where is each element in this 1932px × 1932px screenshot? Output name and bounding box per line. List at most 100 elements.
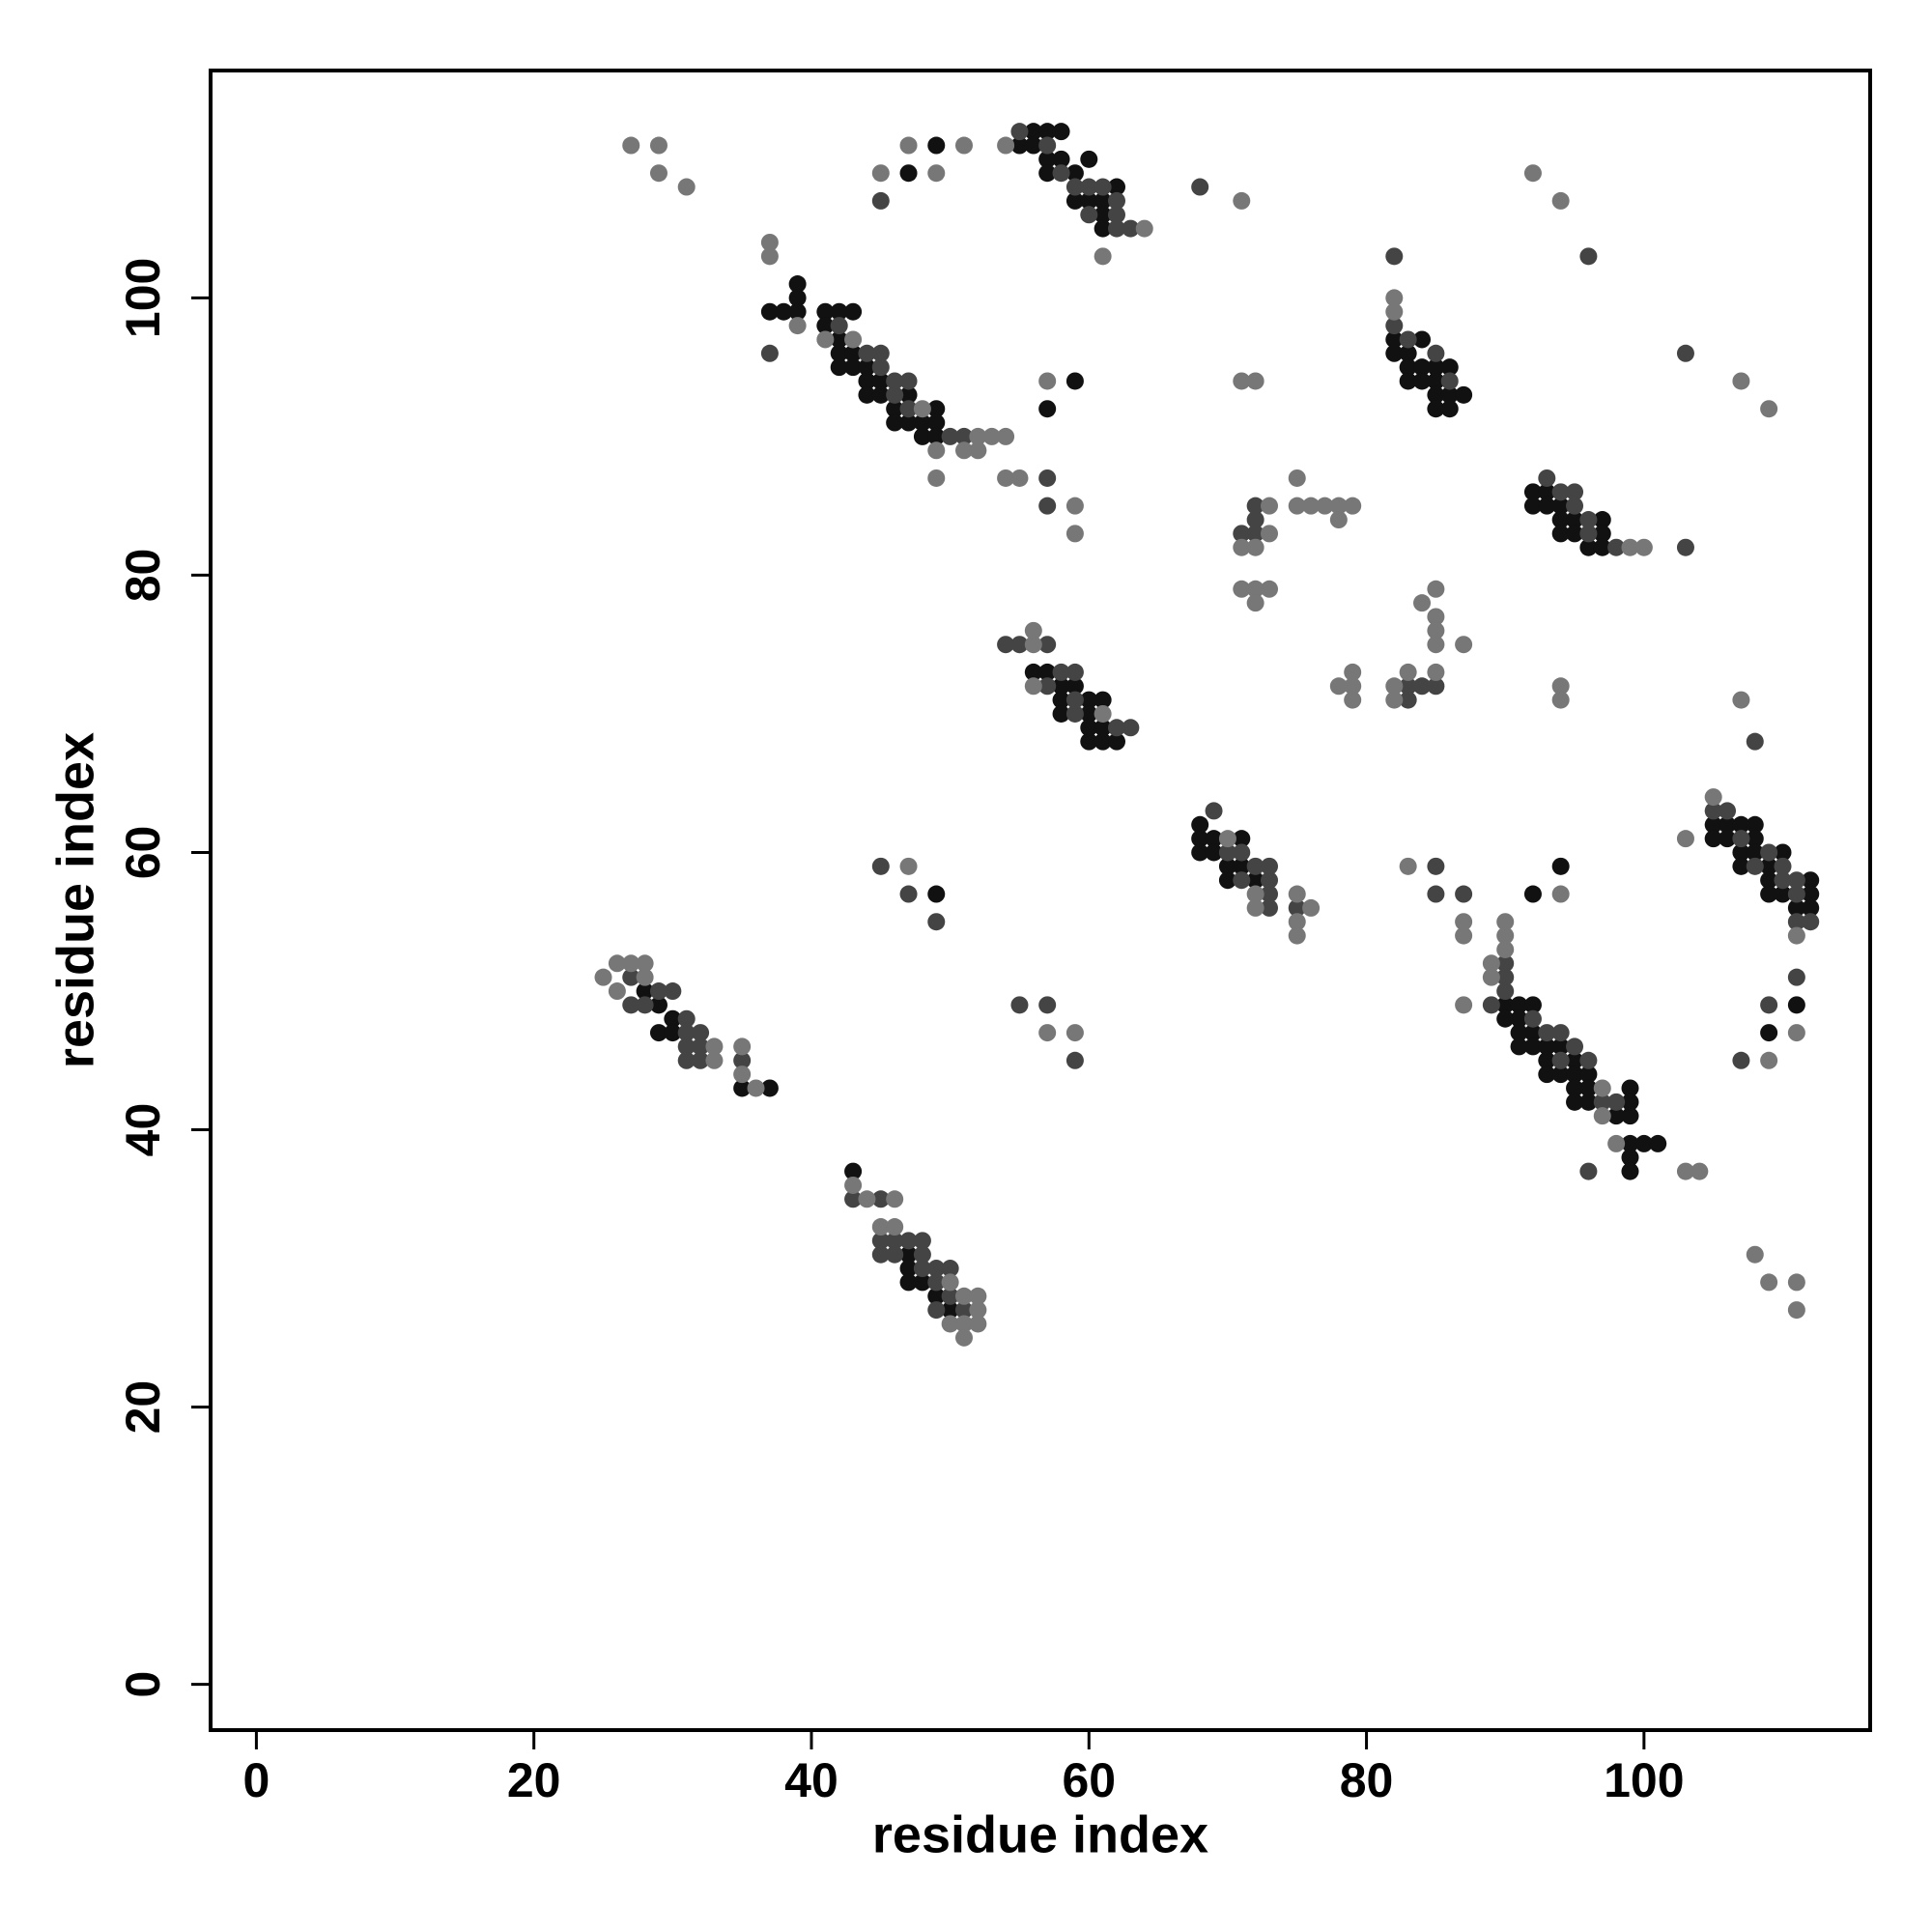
point (927, 400, 946, 418)
point (913, 413, 931, 432)
point (871, 857, 890, 875)
point (1413, 330, 1432, 349)
point (927, 1260, 946, 1278)
point (1344, 691, 1362, 709)
point (677, 1037, 696, 1056)
point (1094, 178, 1112, 196)
point (636, 982, 654, 1001)
point (1344, 677, 1362, 696)
point (913, 1232, 931, 1250)
point (1094, 191, 1112, 210)
point (608, 982, 626, 1001)
point (1080, 150, 1098, 168)
point (1010, 996, 1029, 1014)
point (1732, 372, 1750, 390)
point (1094, 691, 1112, 709)
point (1427, 400, 1445, 418)
point (1038, 123, 1057, 141)
point (844, 344, 863, 362)
point (1261, 580, 1279, 598)
point (1108, 219, 1126, 238)
point (1038, 136, 1057, 155)
point (1385, 247, 1404, 266)
point (1551, 525, 1570, 543)
point (1551, 1037, 1570, 1056)
point (1191, 843, 1209, 862)
x-tick-label: 100 (1604, 1753, 1684, 1807)
point (899, 385, 918, 404)
point (788, 275, 807, 294)
point (830, 330, 848, 349)
point (1246, 580, 1264, 598)
point (1413, 372, 1432, 390)
point (1676, 344, 1694, 362)
point (1080, 178, 1098, 196)
point (941, 1287, 959, 1305)
point (899, 1273, 918, 1292)
point (1218, 871, 1236, 890)
point (1246, 594, 1264, 612)
point (1551, 691, 1570, 709)
point (1038, 996, 1057, 1014)
point (649, 1024, 668, 1042)
point (1579, 1162, 1598, 1180)
point (1579, 511, 1598, 529)
point (1690, 1162, 1709, 1180)
point (649, 136, 668, 155)
point (1760, 996, 1778, 1014)
y-tick-label: 40 (116, 1103, 170, 1157)
point (816, 330, 835, 349)
point (1593, 1079, 1611, 1097)
point (1551, 497, 1570, 515)
point (1566, 483, 1584, 501)
point (1024, 636, 1042, 654)
point (1538, 1024, 1556, 1042)
point (1427, 608, 1445, 626)
point (844, 1190, 863, 1208)
point (858, 358, 876, 377)
point (1218, 857, 1236, 875)
point (1261, 871, 1279, 890)
point (1080, 191, 1098, 210)
point (677, 1024, 696, 1042)
point (1510, 1037, 1528, 1056)
point (871, 164, 890, 183)
point (1787, 1301, 1805, 1320)
point (1523, 885, 1542, 903)
point (1385, 289, 1404, 307)
point (871, 1232, 890, 1250)
point (1399, 372, 1417, 390)
point (1732, 830, 1750, 848)
point (649, 982, 668, 1001)
point (1746, 857, 1764, 875)
x-axis-title: residue index (872, 1805, 1208, 1863)
point (1205, 830, 1223, 848)
point (927, 1273, 946, 1292)
point (1135, 219, 1153, 238)
point (1551, 511, 1570, 529)
plot-frame (209, 69, 1872, 1732)
point (1455, 385, 1473, 404)
point (788, 289, 807, 307)
point (871, 1218, 890, 1236)
point (1385, 330, 1404, 349)
point (1080, 691, 1098, 709)
point (1427, 372, 1445, 390)
point (636, 968, 654, 986)
point (1065, 525, 1084, 543)
point (733, 1065, 752, 1084)
point (649, 996, 668, 1014)
point (1551, 857, 1570, 875)
point (1719, 815, 1737, 834)
point (886, 413, 904, 432)
point (1065, 704, 1084, 723)
point (844, 330, 863, 349)
point (997, 136, 1015, 155)
y-tick-label: 60 (116, 826, 170, 880)
point (677, 1051, 696, 1069)
point (1593, 538, 1611, 556)
point (886, 400, 904, 418)
point (1010, 136, 1029, 155)
point (1482, 996, 1500, 1014)
